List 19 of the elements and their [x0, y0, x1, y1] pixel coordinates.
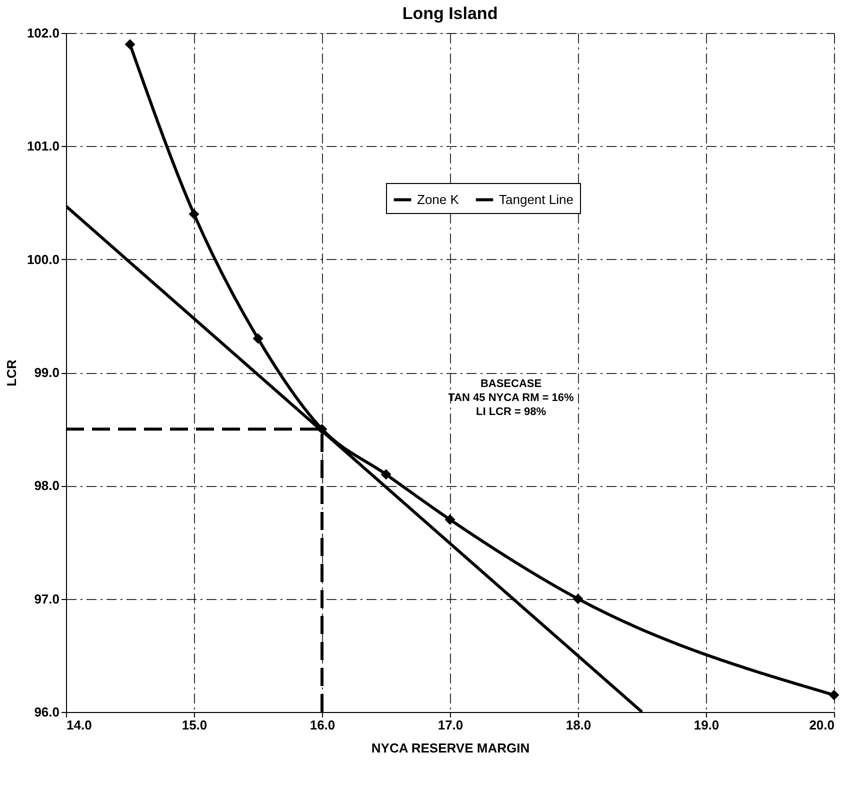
x-tick-label: 19.0	[694, 718, 720, 732]
y-tick-label: 101.0	[26, 138, 60, 154]
x-tick-label: 17.0	[438, 718, 464, 732]
y-tick-label: 96.0	[34, 704, 60, 720]
legend-label: Zone K	[417, 192, 460, 207]
x-tick-label: 14.0	[66, 718, 92, 732]
y-tick-label: 97.0	[34, 591, 60, 606]
x-tick-label: 15.0	[182, 718, 208, 732]
y-tick-label: 100.0	[26, 252, 60, 267]
x-axis-title: NYCA RESERVE MARGIN	[371, 740, 530, 756]
x-tick-label: 18.0	[566, 718, 592, 732]
y-tick-label: 102.0	[26, 26, 60, 40]
chart-title: Long Island	[402, 4, 498, 23]
y-tick-label: 98.0	[34, 478, 60, 494]
x-tick-label: 20.0	[809, 718, 834, 732]
y-axis-title: LCR	[4, 359, 19, 386]
legend-label: Tangent Line	[499, 192, 574, 207]
y-tick-label: 99.0	[34, 365, 60, 380]
x-tick-label: 16.0	[310, 718, 336, 732]
